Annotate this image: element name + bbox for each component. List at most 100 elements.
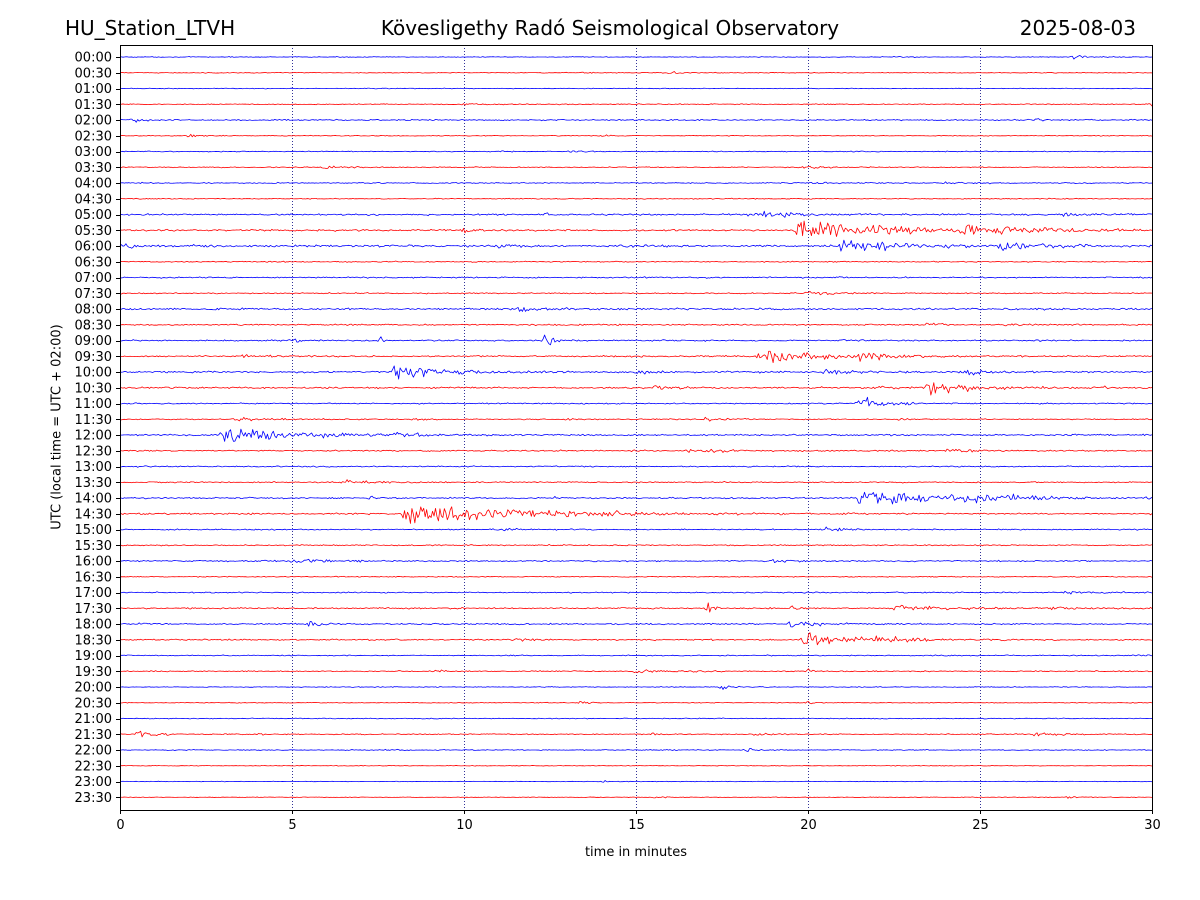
y-tick-label: 21:00 <box>75 712 112 727</box>
trace-0530 <box>119 220 1153 237</box>
trace-0030 <box>119 71 1153 74</box>
trace-1730 <box>119 602 1153 613</box>
y-tick-label: 17:30 <box>75 602 112 617</box>
trace-2200 <box>119 747 1153 752</box>
trace-1500 <box>119 526 1153 532</box>
x-tick-label: 25 <box>972 818 989 833</box>
x-axis-ticks: 0 5 10 15 20 25 30 <box>116 810 1161 833</box>
y-tick-label: 02:00 <box>75 114 112 129</box>
y-tick-label: 11:00 <box>75 397 112 412</box>
grid-lines <box>292 45 981 810</box>
y-tick-label: 11:30 <box>75 413 112 428</box>
y-tick-label: 14:30 <box>75 507 112 522</box>
y-tick-label: 22:30 <box>75 759 112 774</box>
trace-2100 <box>119 717 1153 720</box>
y-tick-label: 02:30 <box>75 129 112 144</box>
y-tick-label: 10:30 <box>75 381 112 396</box>
trace-2130 <box>119 730 1153 738</box>
trace-1030 <box>119 382 1153 396</box>
trace-2030 <box>119 700 1153 705</box>
trace-2300 <box>119 780 1153 783</box>
trace-1800 <box>119 620 1153 628</box>
y-tick-label: 23:30 <box>75 791 112 806</box>
y-tick-label: 08:30 <box>75 318 112 333</box>
date-label: 2025-08-03 <box>1019 16 1136 40</box>
x-tick-label: 0 <box>116 818 124 833</box>
trace-1930 <box>119 668 1153 674</box>
trace-1700 <box>119 590 1153 595</box>
y-tick-label: 19:00 <box>75 649 112 664</box>
trace-2230 <box>119 764 1153 767</box>
y-tick-label: 01:30 <box>75 98 112 113</box>
y-tick-label: 16:00 <box>75 555 112 570</box>
trace-0930 <box>119 350 1153 364</box>
y-tick-label: 07:30 <box>75 287 112 302</box>
trace-1200 <box>119 428 1153 442</box>
trace-0430 <box>119 197 1153 200</box>
trace-1000 <box>119 365 1153 380</box>
trace-0200 <box>119 118 1153 123</box>
trace-1830 <box>119 632 1153 646</box>
trace-0800 <box>119 307 1153 312</box>
trace-1100 <box>119 396 1153 407</box>
trace-1630 <box>119 575 1153 578</box>
trace-0730 <box>119 290 1153 296</box>
y-tick-label: 06:30 <box>75 255 112 270</box>
station-name: HU_Station_LTVH <box>65 16 236 40</box>
y-tick-label: 14:00 <box>75 492 112 507</box>
y-tick-label: 05:00 <box>75 208 112 223</box>
x-tick-label: 10 <box>456 818 473 833</box>
y-tick-label: 17:00 <box>75 586 112 601</box>
y-tick-label: 04:30 <box>75 192 112 207</box>
trace-0230 <box>119 133 1153 138</box>
y-tick-label: 13:30 <box>75 476 112 491</box>
y-tick-label: 15:30 <box>75 539 112 554</box>
trace-0700 <box>119 276 1153 279</box>
y-tick-label: 22:00 <box>75 744 112 759</box>
trace-1430 <box>119 506 1153 524</box>
y-tick-label: 21:30 <box>75 728 112 743</box>
y-axis-label: UTC (local time = UTC + 02:00) <box>49 324 65 530</box>
y-tick-label: 12:00 <box>75 429 112 444</box>
trace-1600 <box>119 558 1153 564</box>
y-tick-label: 04:00 <box>75 177 112 192</box>
x-tick-label: 5 <box>288 818 296 833</box>
trace-0830 <box>119 322 1153 327</box>
y-tick-label: 05:30 <box>75 224 112 239</box>
plot-frame <box>120 45 1153 811</box>
y-tick-label: 06:00 <box>75 240 112 255</box>
trace-1330 <box>119 479 1153 484</box>
x-tick-label: 30 <box>1144 818 1161 833</box>
y-tick-label: 01:00 <box>75 82 112 97</box>
trace-0500 <box>119 210 1153 218</box>
trace-0400 <box>119 181 1153 185</box>
y-tick-label: 00:00 <box>75 51 112 66</box>
y-tick-label: 23:00 <box>75 775 112 790</box>
y-tick-label: 09:30 <box>75 350 112 365</box>
y-tick-label: 08:00 <box>75 303 112 318</box>
y-tick-label: 00:30 <box>75 66 112 81</box>
x-tick-label: 20 <box>800 818 817 833</box>
trace-0600 <box>119 239 1153 252</box>
trace-0630 <box>119 260 1153 263</box>
trace-1400 <box>119 491 1153 505</box>
y-tick-label: 19:30 <box>75 665 112 680</box>
x-axis-label: time in minutes <box>584 845 688 860</box>
y-tick-label: 03:00 <box>75 145 112 160</box>
y-tick-label: 12:30 <box>75 444 112 459</box>
trace-1530 <box>119 544 1153 547</box>
trace-0100 <box>119 87 1153 90</box>
trace-0000 <box>119 55 1153 60</box>
y-tick-label: 20:30 <box>75 696 112 711</box>
y-tick-label: 09:00 <box>75 334 112 349</box>
y-tick-label: 18:00 <box>75 618 112 633</box>
observatory-title: Kövesligethy Radó Seismological Observat… <box>380 16 840 40</box>
y-tick-label: 03:30 <box>75 161 112 176</box>
trace-2330 <box>119 796 1153 799</box>
x-tick-label: 15 <box>628 818 645 833</box>
y-tick-label: 18:30 <box>75 633 112 648</box>
y-axis-ticks: 00:0000:3001:0001:3002:0002:3003:0003:30… <box>75 51 120 806</box>
trace-1130 <box>119 416 1153 422</box>
trace-1230 <box>119 448 1153 453</box>
